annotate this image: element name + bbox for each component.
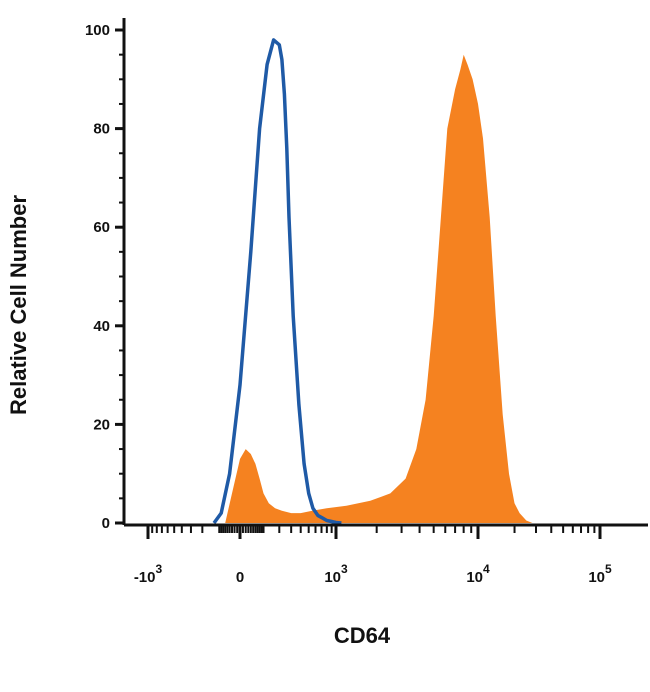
y-tick-label: 100 — [85, 22, 110, 39]
x-tick-label: -103 — [134, 562, 163, 586]
y-tick-label: 20 — [93, 416, 110, 433]
outline-histogram-series-1 — [212, 38, 342, 525]
axes — [122, 18, 648, 527]
y-tick-label: 0 — [102, 515, 110, 532]
x-tick-label: 0 — [236, 569, 244, 586]
y-tick-label: 60 — [93, 219, 110, 236]
x-tick-label: 105 — [588, 562, 612, 586]
y-tick-label: 40 — [93, 318, 110, 335]
x-axis-title: CD64 — [334, 623, 391, 648]
plot-area — [212, 38, 533, 525]
y-axis-ticks: 0 20 40 60 80 100 — [85, 22, 124, 532]
y-tick-label: 80 — [93, 121, 110, 138]
filled-histogram-series-0 — [225, 54, 533, 523]
x-tick-label: 104 — [466, 562, 490, 586]
x-tick-label: 103 — [324, 562, 348, 586]
y-axis-title: Relative Cell Number — [6, 195, 31, 416]
x-axis-ticks: -103 0 103 104 105 — [134, 526, 612, 586]
